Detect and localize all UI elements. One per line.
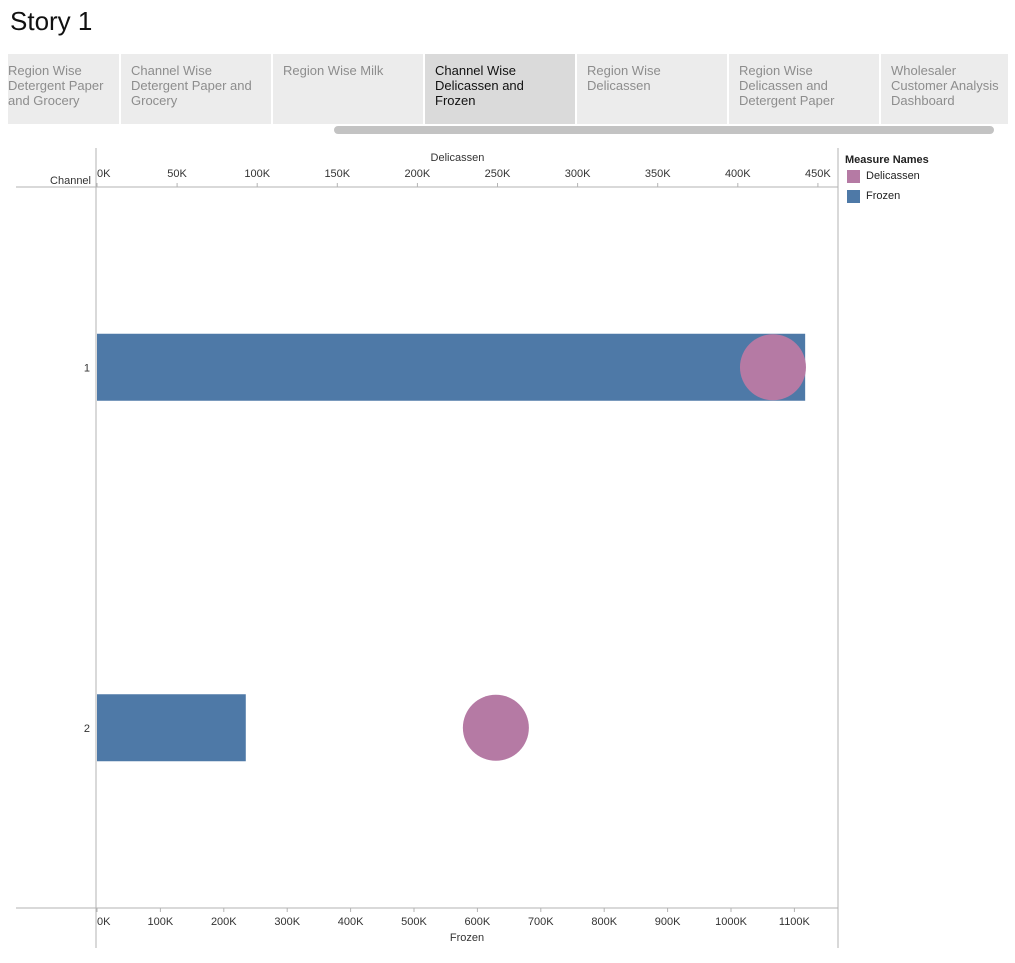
delicassen-circle: [462, 694, 529, 761]
legend-title: Measure Names: [845, 154, 929, 166]
top-axis-tick-label: 300K: [565, 168, 591, 180]
row-label: 2: [84, 723, 90, 735]
bottom-axis-tick-label: 700K: [528, 916, 554, 928]
bottom-axis-title: Frozen: [450, 932, 484, 944]
tab-region-wise-detergent-paper-and-grocery[interactable]: Region Wise Detergent Paper and Grocery: [8, 54, 119, 124]
tabs-scrollbar-thumb[interactable]: [334, 126, 994, 134]
top-axis-tick-label: 250K: [485, 168, 511, 180]
tab-label: Region Wise Detergent Paper and Grocery: [8, 63, 104, 108]
tabs-scrollbar[interactable]: [334, 126, 994, 134]
bottom-axis-tick-label: 900K: [655, 916, 681, 928]
bottom-axis-tick-label: 100K: [148, 916, 174, 928]
top-axis-tick-label: 400K: [725, 168, 751, 180]
legend-swatch: [847, 170, 860, 183]
tab-region-wise-milk[interactable]: Region Wise Milk: [273, 54, 423, 124]
frozen-bar: [97, 333, 806, 401]
bottom-axis-tick-label: 800K: [591, 916, 617, 928]
top-axis-title: Delicassen: [431, 152, 485, 164]
bottom-axis-tick-label: 500K: [401, 916, 427, 928]
tab-label: Channel Wise Detergent Paper and Grocery: [131, 63, 252, 108]
top-axis-tick-label: 350K: [645, 168, 671, 180]
bottom-axis-tick-label: 600K: [465, 916, 491, 928]
delicassen-circle: [739, 334, 806, 401]
story-title: Story 1: [10, 6, 93, 36]
legend-label: Delicassen: [866, 170, 920, 182]
legend-item-delicassen[interactable]: Delicassen: [845, 169, 929, 189]
legend-item-frozen[interactable]: Frozen: [845, 189, 929, 209]
row-label: 1: [84, 362, 90, 374]
tab-channel-wise-delicassen-and-frozen[interactable]: Channel Wise Delicassen and Frozen: [425, 54, 575, 124]
bottom-axis-tick-label: 200K: [211, 916, 237, 928]
tab-label: Channel Wise Delicassen and Frozen: [435, 63, 524, 108]
tab-channel-wise-detergent-paper-and-grocery[interactable]: Channel Wise Detergent Paper and Grocery: [121, 54, 271, 124]
tab-label: Wholesaler Customer Analysis Dashboard: [891, 63, 999, 108]
top-axis-tick-label: 50K: [167, 168, 187, 180]
top-axis-tick-label: 100K: [244, 168, 270, 180]
top-axis-tick-label: 0K: [97, 168, 111, 180]
tab-label: Region Wise Milk: [283, 63, 384, 78]
bottom-axis-tick-label: 1000K: [715, 916, 747, 928]
legend: Measure Names Delicassen Frozen: [845, 154, 929, 209]
tab-region-wise-delicassen-and-detergent-paper[interactable]: Region Wise Delicassen and Detergent Pap…: [729, 54, 879, 124]
top-axis-tick-label: 200K: [405, 168, 431, 180]
tab-label: Region Wise Delicassen and Detergent Pap…: [739, 63, 835, 108]
legend-swatch: [847, 190, 860, 203]
top-axis-tick-label: 150K: [324, 168, 350, 180]
top-axis-tick-label: 450K: [805, 168, 831, 180]
bottom-axis-tick-label: 400K: [338, 916, 364, 928]
bottom-axis-tick-label: 0K: [97, 916, 111, 928]
story-tabs: Region Wise Detergent Paper and Grocery …: [8, 54, 1008, 124]
tab-wholesaler-customer-analysis-dashboard[interactable]: Wholesaler Customer Analysis Dashboard: [881, 54, 1008, 124]
row-header: Channel: [50, 175, 91, 187]
channel-chart: Channel Delicassen 0K 50K 100K 150K 200K 250K 30…: [16, 148, 839, 948]
tab-label: Region Wise Delicassen: [587, 63, 661, 93]
frozen-bar: [97, 694, 246, 762]
bottom-axis-tick-label: 300K: [274, 916, 300, 928]
tab-region-wise-delicassen[interactable]: Region Wise Delicassen: [577, 54, 727, 124]
bottom-axis-tick-label: 1100K: [779, 916, 811, 928]
legend-label: Frozen: [866, 190, 901, 202]
